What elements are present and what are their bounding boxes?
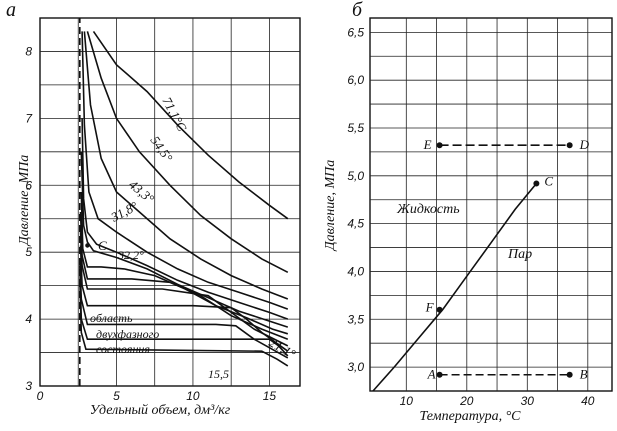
isotherm-line [79, 211, 289, 340]
isotherm-line [81, 118, 289, 320]
panel-b-y-axis-label: Давление, МПа [323, 160, 338, 253]
panel-a-ticks: 0 5 10 15 3 4 5 6 7 8 [25, 44, 276, 403]
region-label-liquid: Жидкость [396, 202, 460, 217]
point-label-e: E [423, 137, 432, 152]
point-label-c: C [544, 173, 553, 188]
x-tick-label: 10 [186, 389, 200, 403]
isotherm-line [80, 191, 289, 335]
y-tick-label: 7 [25, 111, 33, 125]
point-label-a: A [427, 367, 436, 382]
point-label-d: D [579, 137, 590, 152]
y-tick-label: 5 [25, 245, 32, 259]
panel-b-frame [369, 17, 613, 392]
panel-a-x-axis-label: Удельный объем, дм³/кг [90, 403, 231, 418]
point-label-f: F [425, 300, 435, 315]
isotherm-label-15: 15,5 [208, 367, 229, 381]
x-tick-label: 0 [37, 389, 44, 403]
isotherm-label-54: 54,5° [148, 133, 176, 165]
isotherm-line [92, 30, 289, 220]
panel-a: 0 5 10 15 3 4 5 6 7 8 а Давление, МПа Удельный об… [6, 0, 301, 418]
y-tick-label: 5,5 [347, 121, 364, 135]
y-tick-label: 4,0 [347, 264, 364, 278]
panel-b-ticks: 10 20 30 40 3,0 3,5 4,0 4,5 5,0 5,5 6,0 6,5 [347, 25, 594, 408]
x-tick-label: 15 [263, 389, 277, 403]
panel-a-frame [39, 17, 301, 387]
isotherm-line [86, 31, 289, 274]
region-label-line-2: двухфазного [96, 327, 159, 341]
critical-point-marker [85, 243, 90, 248]
y-tick-label: 3,0 [347, 360, 364, 374]
panel-b-lines: A B C D E F [372, 137, 590, 392]
region-label-vapor: Пар [507, 247, 532, 262]
point-f [436, 306, 443, 313]
point-b [566, 371, 573, 378]
isotherm-line [79, 278, 289, 367]
isotherm-line [79, 245, 289, 352]
panel-b-x-axis-label: Температура, °C [419, 409, 521, 424]
isotherm-label-31: 31,8° [107, 198, 140, 225]
x-tick-label: 40 [581, 394, 595, 408]
isotherm-line [83, 31, 289, 300]
isotherm-label-71: 71,1°C [159, 94, 190, 134]
critical-point-label: C [98, 238, 107, 253]
x-tick-label: 10 [400, 394, 414, 408]
isotherm-line [79, 232, 289, 347]
point-e [436, 142, 443, 149]
isotherm-line [81, 31, 289, 310]
panel-a-y-axis-label: Давление, МПа [17, 155, 32, 248]
y-tick-label: 3,5 [347, 312, 364, 326]
y-tick-label: 8 [25, 44, 32, 58]
x-tick-label: 30 [521, 394, 535, 408]
point-label-b: B [580, 367, 588, 382]
y-tick-label: 6 [25, 178, 32, 192]
y-tick-label: 4,5 [347, 217, 364, 231]
panel-b-grid [370, 18, 612, 391]
panel-a-isotherms [79, 18, 289, 386]
panel-a-label: а [6, 0, 16, 21]
y-tick-label: 5,0 [347, 169, 364, 183]
region-label-line-1: область [90, 311, 133, 325]
y-tick-label: 4 [25, 312, 32, 326]
saturation-curve [372, 182, 538, 392]
y-tick-label: 6,5 [347, 25, 364, 39]
point-d [566, 142, 573, 149]
isotherm-label-32: 32,2° [117, 248, 144, 262]
y-tick-label: 6,0 [347, 73, 364, 87]
x-tick-label: 5 [113, 389, 120, 403]
point-a [436, 371, 443, 378]
y-tick-label: 3 [25, 379, 32, 393]
isotherm-line [80, 151, 289, 328]
point-c [533, 180, 540, 187]
isotherm-label-21: 21,1° [267, 335, 299, 362]
x-tick-label: 20 [459, 394, 474, 408]
region-label-line-3: состояния [96, 342, 150, 356]
panel-b-label: б [352, 0, 363, 21]
